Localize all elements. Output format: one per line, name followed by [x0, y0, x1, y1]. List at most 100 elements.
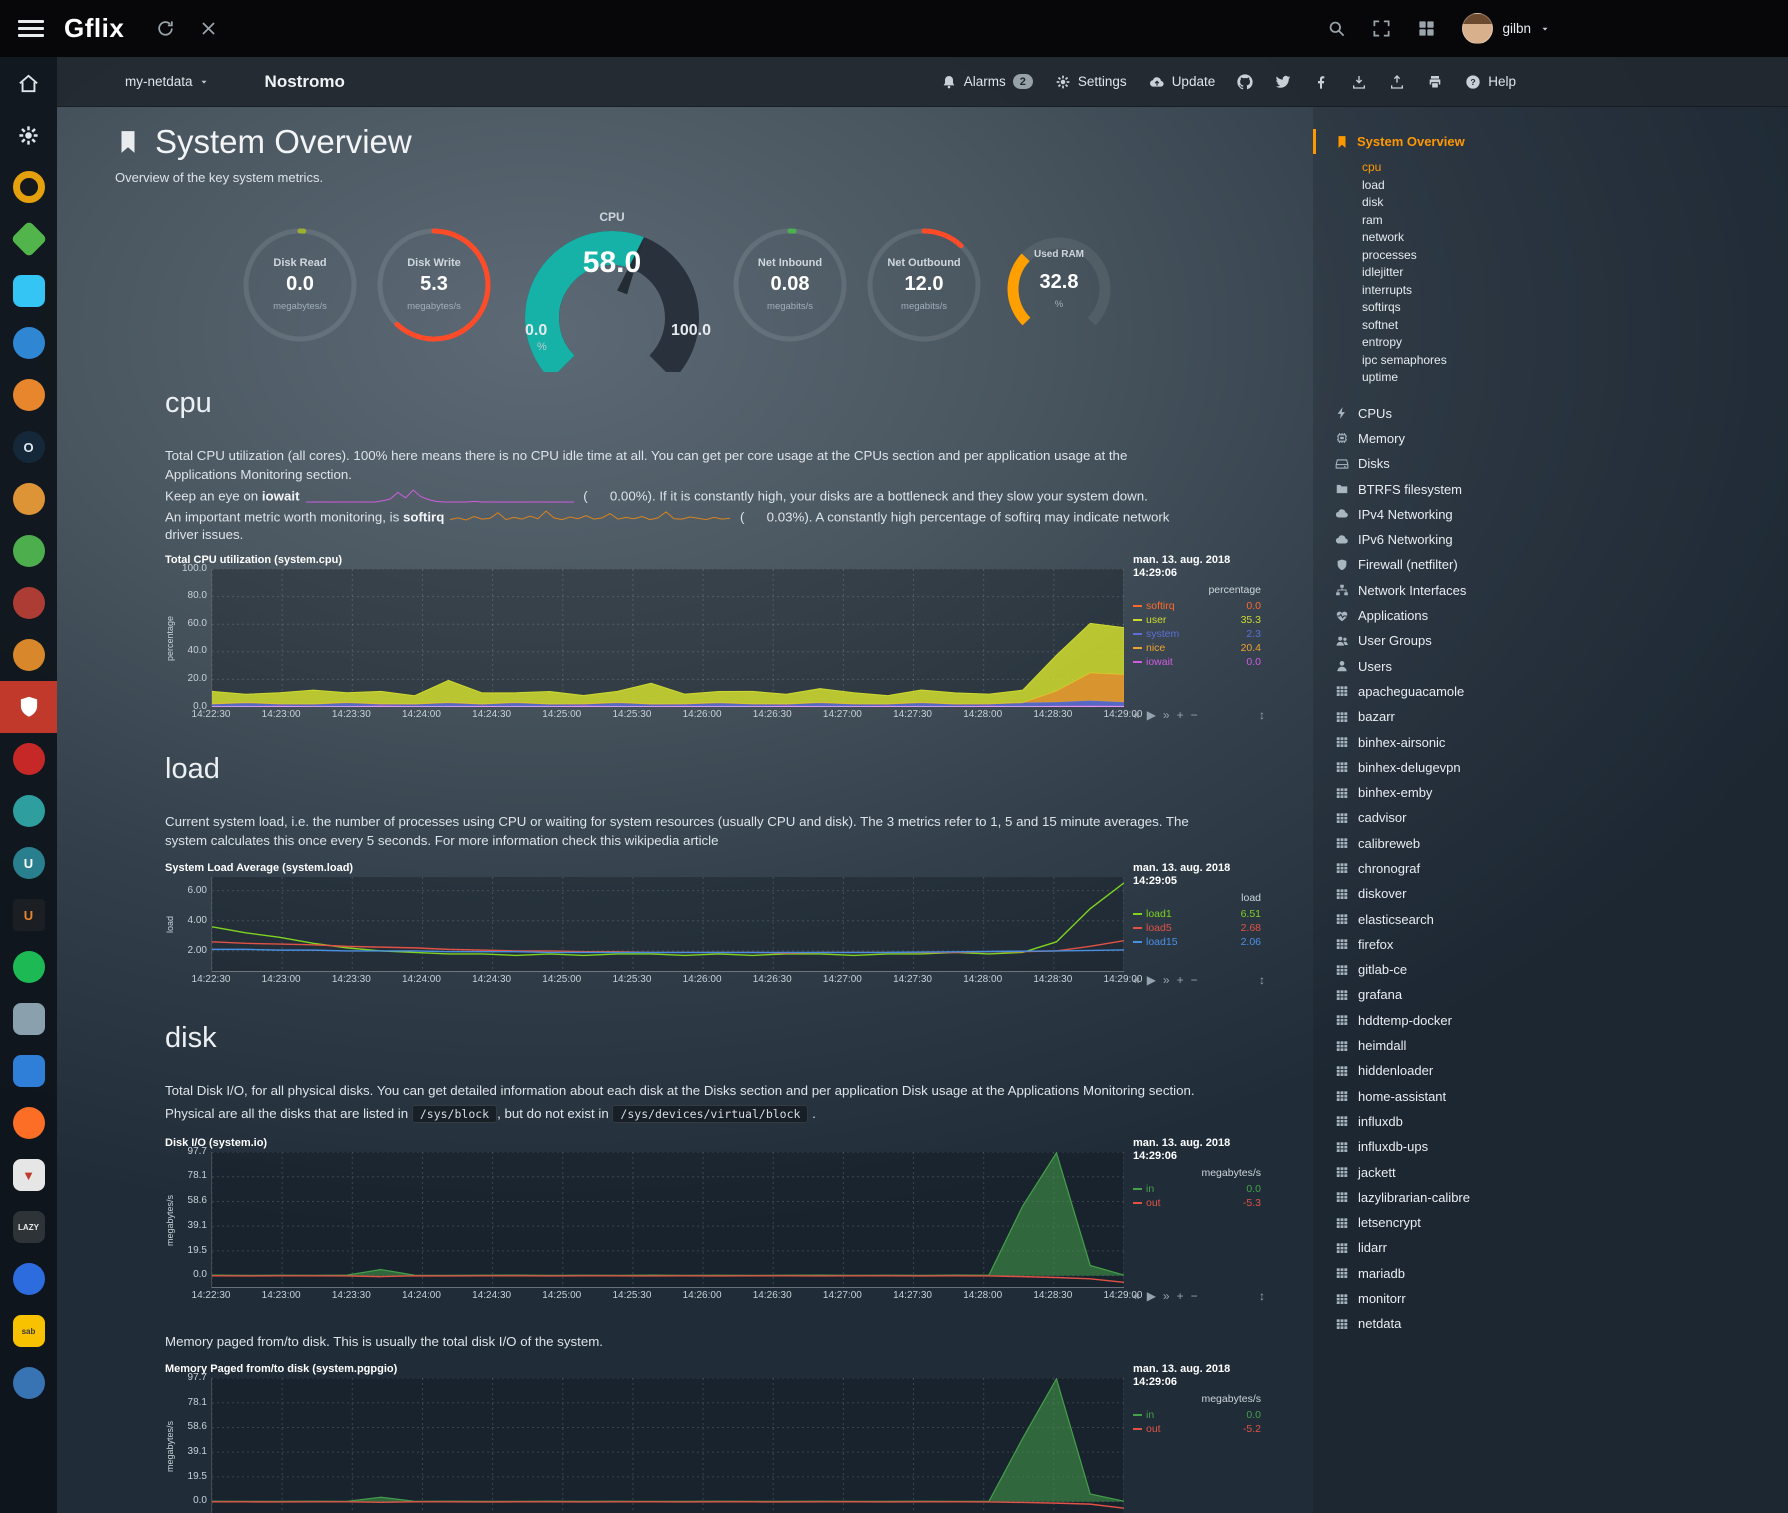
app-flood[interactable] [0, 1253, 57, 1305]
chart-play-button[interactable]: ▶ [1146, 973, 1156, 988]
app-jackett[interactable] [0, 369, 57, 421]
legend-row-system[interactable]: system 2.3 [1133, 627, 1261, 641]
fullscreen-icon[interactable] [1372, 19, 1391, 38]
menu-item-binhex-emby[interactable]: binhex-emby [1335, 780, 1788, 805]
menu-item-chronograf[interactable]: chronograf [1335, 856, 1788, 881]
softirq-sparkline[interactable] [450, 509, 731, 527]
update-button[interactable]: Update [1149, 74, 1215, 90]
menu-subitem-disk[interactable]: disk [1362, 195, 1384, 209]
legend-row-out[interactable]: out -5.2 [1133, 1422, 1261, 1436]
chart-pan-start-button[interactable]: « [1133, 707, 1140, 722]
menu-item-hddtemp-docker[interactable]: hddtemp-docker [1335, 1008, 1788, 1033]
menu-item-lazylibrarian-calibre[interactable]: lazylibrarian-calibre [1335, 1185, 1788, 1210]
menu-item-applications[interactable]: Applications [1335, 603, 1788, 628]
app-nzbget[interactable] [0, 525, 57, 577]
chart-pan-start-button[interactable]: « [1133, 973, 1140, 988]
gauge-disk-write[interactable]: Disk Write 5.3 megabytes/s [375, 226, 493, 344]
app-bazarr[interactable] [0, 577, 57, 629]
menu-item-heimdall[interactable]: heimdall [1335, 1033, 1788, 1058]
help-button[interactable]: ? Help [1465, 74, 1516, 90]
menu-item-hiddenloader[interactable]: hiddenloader [1335, 1058, 1788, 1083]
menu-item-bazarr[interactable]: bazarr [1335, 704, 1788, 729]
menu-subitem-softnet[interactable]: softnet [1362, 317, 1399, 332]
menu-subitem-idlejitter[interactable]: idlejitter [1362, 265, 1404, 279]
legend-row-user[interactable]: user 35.3 [1133, 613, 1261, 627]
menu-item-users[interactable]: Users [1335, 653, 1788, 678]
chart-plot-area[interactable] [211, 1377, 1125, 1513]
menu-item-apacheguacamole[interactable]: apacheguacamole [1335, 679, 1788, 704]
legend-row-load1[interactable]: load1 6.51 [1133, 907, 1261, 921]
chart-zoom-out-button[interactable]: − [1190, 707, 1198, 722]
chart-pan-end-button[interactable]: » [1162, 973, 1170, 988]
menu-subitem-interrupts[interactable]: interrupts [1362, 282, 1413, 297]
menu-item-diskover[interactable]: diskover [1335, 881, 1788, 906]
chart-plot-area[interactable] [211, 877, 1125, 973]
app-sabnzbd[interactable]: sab [0, 1305, 57, 1357]
app-mylar[interactable] [0, 733, 57, 785]
menu-subitem-processes[interactable]: processes [1362, 247, 1417, 262]
menu-item-cadvisor[interactable]: cadvisor [1335, 805, 1788, 830]
chart-plot-area[interactable] [211, 1151, 1125, 1288]
menu-item-monitorr[interactable]: monitorr [1335, 1286, 1788, 1311]
gauge-disk-read[interactable]: Disk Read 0.0 megabytes/s [241, 226, 359, 344]
menu-item-jackett[interactable]: jackett [1335, 1159, 1788, 1184]
app-home[interactable] [0, 57, 57, 109]
menu-item-elasticsearch[interactable]: elasticsearch [1335, 906, 1788, 931]
menu-item-letsencrypt[interactable]: letsencrypt [1335, 1210, 1788, 1235]
app-plex[interactable] [0, 161, 57, 213]
menu-item-netdata[interactable]: netdata [1335, 1311, 1788, 1336]
app-lazylibrarian[interactable]: LAZY [0, 1201, 57, 1253]
menu-item-binhex-delugevpn[interactable]: binhex-delugevpn [1335, 755, 1788, 780]
gauge-cpu[interactable]: 0.0 100.0% CPU 58.0 [509, 210, 715, 380]
chart-resize-handle[interactable]: ↕ [1259, 1288, 1265, 1303]
legend-row-nice[interactable]: nice 20.4 [1133, 641, 1261, 655]
menu-item-memory[interactable]: Memory [1335, 426, 1788, 451]
app-jdownloader[interactable]: ▼ [0, 1149, 57, 1201]
app-tautulli[interactable] [0, 473, 57, 525]
github-button[interactable] [1237, 73, 1253, 90]
chart-zoom-in-button[interactable]: + [1176, 1288, 1184, 1303]
menu-item-ipv4-networking[interactable]: IPv4 Networking [1335, 502, 1788, 527]
chart-play-button[interactable]: ▶ [1146, 707, 1156, 722]
app-portainer[interactable] [0, 1045, 57, 1097]
menu-item-firefox[interactable]: firefox [1335, 932, 1788, 957]
app-settings[interactable] [0, 109, 57, 161]
chart-system-load[interactable]: System Load Average (system.load) load 2.0… [165, 862, 1265, 988]
chart-system-cpu[interactable]: Total CPU utilization (system.cpu) percen… [165, 554, 1265, 723]
chart-resize-handle[interactable]: ↕ [1259, 707, 1265, 722]
legend-row-out[interactable]: out -5.3 [1133, 1196, 1261, 1210]
twitter-button[interactable] [1275, 74, 1291, 90]
chart-zoom-in-button[interactable]: + [1176, 707, 1184, 722]
app-emby[interactable] [0, 213, 57, 265]
app-traefik[interactable] [0, 993, 57, 1045]
menu-item-user-groups[interactable]: User Groups [1335, 628, 1788, 653]
menu-subitem-load[interactable]: load [1362, 177, 1385, 192]
apps-grid-icon[interactable] [1417, 19, 1436, 38]
legend-row-load5[interactable]: load5 2.68 [1133, 921, 1261, 935]
menu-subitem-ram[interactable]: ram [1362, 212, 1383, 227]
chart-play-button[interactable]: ▶ [1146, 1288, 1156, 1303]
app-unraid[interactable]: U [0, 889, 57, 941]
legend-row-iowait[interactable]: iowait 0.0 [1133, 655, 1261, 669]
legend-row-load15[interactable]: load15 2.06 [1133, 935, 1261, 949]
chart-pan-start-button[interactable]: « [1133, 1288, 1140, 1303]
export-button[interactable] [1351, 74, 1367, 90]
close-icon[interactable] [199, 19, 218, 38]
gauge-used-ram[interactable]: % Used RAM 32.8 [999, 229, 1119, 341]
menu-item-disks[interactable]: Disks [1335, 451, 1788, 476]
app-qbittorrent[interactable] [0, 1357, 57, 1409]
menu-item-influxdb[interactable]: influxdb [1335, 1109, 1788, 1134]
app-spotify[interactable] [0, 941, 57, 993]
refresh-icon[interactable] [156, 19, 175, 38]
app-sonarr[interactable] [0, 265, 57, 317]
app-duplicati[interactable] [0, 785, 57, 837]
chart-system-io[interactable]: Disk I/O (system.io) megabytes/s 0.0 19.5 39… [165, 1137, 1265, 1304]
chart-pan-end-button[interactable]: » [1162, 1288, 1170, 1303]
menu-subitem-uptime[interactable]: uptime [1362, 370, 1399, 384]
legend-row-in[interactable]: in 0.0 [1133, 1408, 1261, 1422]
chart-zoom-out-button[interactable]: − [1190, 973, 1198, 988]
menu-item-grafana[interactable]: grafana [1335, 982, 1788, 1007]
user-menu[interactable]: gilbn [1462, 13, 1550, 44]
menu-subitem-network[interactable]: network [1362, 230, 1405, 244]
menu-item-calibreweb[interactable]: calibreweb [1335, 831, 1788, 856]
